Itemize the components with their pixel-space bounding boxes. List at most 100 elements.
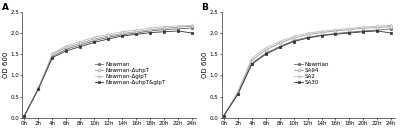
Newman bbox=[249, 63, 254, 64]
Newman-ΔglpT bbox=[36, 87, 41, 89]
SA30 bbox=[389, 32, 394, 34]
Line: SA94: SA94 bbox=[222, 25, 393, 117]
SA2 bbox=[291, 36, 296, 37]
SA30 bbox=[221, 115, 226, 116]
Newman-ΔuhpT&glpT bbox=[190, 32, 194, 34]
Newman-ΔuhpT bbox=[22, 115, 27, 116]
SA2 bbox=[263, 47, 268, 49]
Newman-ΔuhpT&glpT bbox=[36, 88, 41, 90]
Y-axis label: OD 600: OD 600 bbox=[3, 52, 9, 78]
SA2 bbox=[221, 115, 226, 116]
Newman-ΔuhpT&glpT bbox=[78, 46, 83, 47]
Line: Newman: Newman bbox=[23, 27, 194, 117]
SA2 bbox=[389, 25, 394, 26]
SA2 bbox=[347, 28, 352, 29]
SA30 bbox=[263, 53, 268, 55]
Newman-ΔuhpT bbox=[50, 53, 55, 55]
SA94 bbox=[235, 92, 240, 94]
Newman-ΔuhpT&glpT bbox=[176, 30, 180, 32]
Newman-ΔuhpT bbox=[64, 47, 69, 48]
Newman bbox=[36, 87, 41, 89]
Line: Newman-ΔglpT: Newman-ΔglpT bbox=[23, 24, 194, 117]
Text: B: B bbox=[201, 3, 208, 12]
Newman-ΔuhpT bbox=[176, 26, 180, 28]
Newman-ΔglpT bbox=[92, 37, 97, 38]
Line: Newman: Newman bbox=[222, 27, 393, 117]
Newman-ΔglpT bbox=[148, 27, 152, 29]
Newman-ΔuhpT&glpT bbox=[106, 38, 111, 40]
Newman bbox=[235, 94, 240, 95]
Newman-ΔuhpT&glpT bbox=[22, 115, 27, 116]
SA30 bbox=[375, 30, 380, 32]
Newman-ΔuhpT bbox=[36, 87, 41, 89]
Newman-ΔuhpT bbox=[148, 29, 152, 30]
SA2 bbox=[305, 32, 310, 34]
SA2 bbox=[333, 29, 338, 30]
Y-axis label: OD 600: OD 600 bbox=[202, 52, 208, 78]
Newman bbox=[78, 44, 83, 46]
SA30 bbox=[305, 37, 310, 39]
Newman-ΔuhpT bbox=[92, 38, 97, 40]
SA2 bbox=[375, 26, 380, 27]
Newman-ΔuhpT&glpT bbox=[162, 31, 166, 33]
Newman-ΔglpT bbox=[64, 45, 69, 47]
Newman-ΔglpT bbox=[120, 31, 125, 33]
Newman-ΔglpT bbox=[162, 26, 166, 27]
Line: Newman-ΔuhpT&glpT: Newman-ΔuhpT&glpT bbox=[23, 30, 194, 117]
Newman bbox=[389, 28, 394, 30]
Newman bbox=[22, 115, 27, 116]
Newman bbox=[106, 37, 111, 38]
Newman-ΔuhpT bbox=[78, 42, 83, 44]
Newman-ΔuhpT&glpT bbox=[92, 42, 97, 43]
Newman bbox=[375, 29, 380, 31]
SA94 bbox=[305, 34, 310, 35]
SA94 bbox=[249, 60, 254, 61]
Newman bbox=[162, 29, 166, 30]
Newman bbox=[50, 56, 55, 57]
Newman-ΔglpT bbox=[134, 29, 138, 31]
SA94 bbox=[347, 29, 352, 30]
Newman-ΔuhpT bbox=[190, 26, 194, 27]
Text: A: A bbox=[2, 3, 9, 12]
Newman bbox=[333, 33, 338, 34]
Newman-ΔuhpT&glpT bbox=[50, 57, 55, 58]
SA30 bbox=[333, 34, 338, 35]
Line: Newman-ΔuhpT: Newman-ΔuhpT bbox=[23, 25, 194, 117]
SA94 bbox=[319, 32, 324, 33]
Newman-ΔuhpT&glpT bbox=[148, 32, 152, 33]
Legend: Newman, Newman-ΔuhpT, Newman-ΔglpT, Newman-ΔuhpT&glpT: Newman, Newman-ΔuhpT, Newman-ΔglpT, Newm… bbox=[95, 62, 165, 84]
Newman-ΔglpT bbox=[106, 34, 111, 35]
Newman bbox=[148, 30, 152, 32]
Newman-ΔuhpT bbox=[120, 33, 125, 34]
Newman bbox=[92, 40, 97, 41]
Newman bbox=[176, 28, 180, 30]
Newman bbox=[221, 115, 226, 116]
SA30 bbox=[347, 32, 352, 34]
SA30 bbox=[361, 31, 366, 33]
Newman-ΔglpT bbox=[22, 115, 27, 116]
Newman bbox=[305, 37, 310, 38]
Newman-ΔuhpT bbox=[106, 35, 111, 37]
Newman bbox=[347, 31, 352, 33]
Legend: Newman, SA94, SA2, SA30: Newman, SA94, SA2, SA30 bbox=[294, 62, 329, 84]
SA94 bbox=[291, 37, 296, 39]
Newman bbox=[120, 34, 125, 35]
Newman bbox=[291, 40, 296, 41]
Newman-ΔuhpT&glpT bbox=[120, 35, 125, 37]
Newman-ΔglpT bbox=[176, 25, 180, 27]
Newman-ΔglpT bbox=[190, 25, 194, 26]
SA30 bbox=[291, 41, 296, 42]
Newman-ΔuhpT&glpT bbox=[64, 50, 69, 52]
Line: SA2: SA2 bbox=[222, 24, 393, 117]
SA2 bbox=[235, 91, 240, 92]
Newman bbox=[361, 30, 366, 32]
SA2 bbox=[319, 31, 324, 32]
SA2 bbox=[361, 26, 366, 28]
SA94 bbox=[361, 28, 366, 29]
Newman bbox=[263, 53, 268, 54]
Newman bbox=[64, 48, 69, 50]
Newman-ΔuhpT bbox=[162, 28, 166, 29]
SA2 bbox=[277, 41, 282, 42]
Newman-ΔuhpT&glpT bbox=[134, 34, 138, 35]
SA30 bbox=[249, 64, 254, 65]
